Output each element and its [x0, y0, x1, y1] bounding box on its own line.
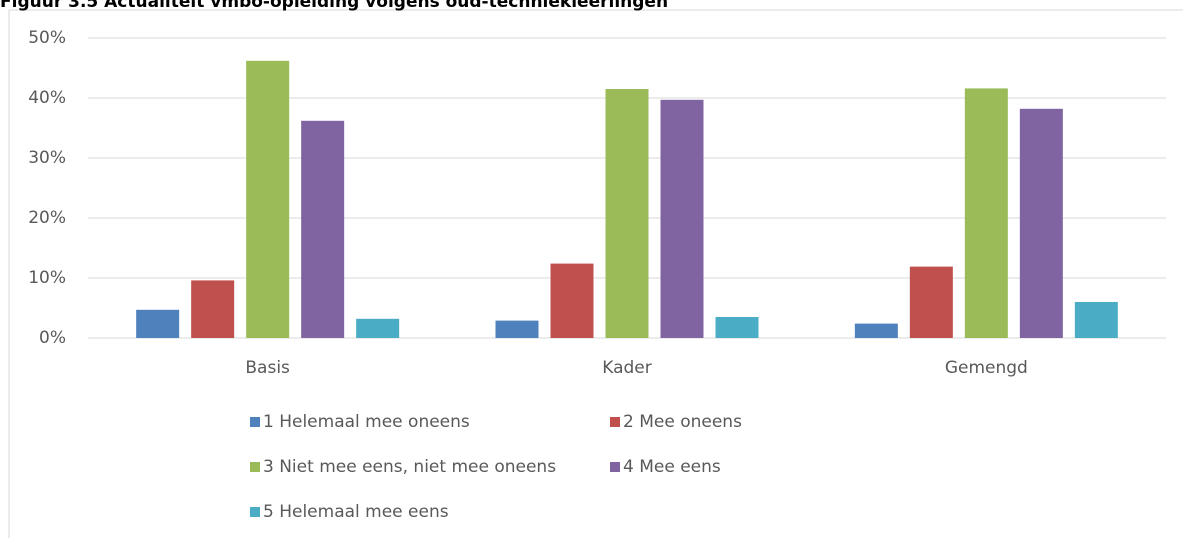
- y-tick-label: 40%: [28, 88, 66, 108]
- legend-swatch: [250, 462, 260, 472]
- chart-title: Figuur 3.5 Actualiteit vmbo-opleiding vo…: [0, 0, 668, 12]
- x-tick-label: Gemengd: [945, 358, 1028, 378]
- bar: [1074, 302, 1118, 338]
- y-tick-label: 50%: [28, 28, 66, 48]
- x-tick-label: Basis: [245, 358, 290, 378]
- legend-label: 2 Mee oneens: [623, 412, 742, 432]
- legend-label: 4 Mee eens: [623, 457, 721, 477]
- bar: [301, 120, 345, 338]
- bar: [191, 280, 235, 338]
- y-tick-label: 0%: [39, 328, 66, 348]
- legend-label: 3 Niet mee eens, niet mee oneens: [263, 457, 556, 477]
- legend-swatch: [610, 462, 620, 472]
- bar: [909, 266, 953, 338]
- bar: [854, 323, 898, 338]
- bar: [1019, 108, 1063, 338]
- bar: [495, 320, 539, 338]
- bar: [715, 317, 759, 338]
- legend-label: 5 Helemaal mee eens: [263, 502, 449, 522]
- x-tick-label: Kader: [602, 358, 652, 378]
- bar: [246, 60, 290, 339]
- y-tick-label: 10%: [28, 268, 66, 288]
- legend-swatch: [250, 507, 260, 517]
- bar: [136, 309, 180, 338]
- bar: [964, 88, 1008, 339]
- y-tick-label: 20%: [28, 208, 66, 228]
- bar: [605, 89, 649, 338]
- legend-swatch: [250, 417, 260, 427]
- y-tick-label: 30%: [28, 148, 66, 168]
- bar: [356, 318, 400, 338]
- legend-swatch: [610, 417, 620, 427]
- legend-label: 1 Helemaal mee oneens: [263, 412, 470, 432]
- bar: [660, 99, 704, 338]
- bar: [550, 263, 594, 338]
